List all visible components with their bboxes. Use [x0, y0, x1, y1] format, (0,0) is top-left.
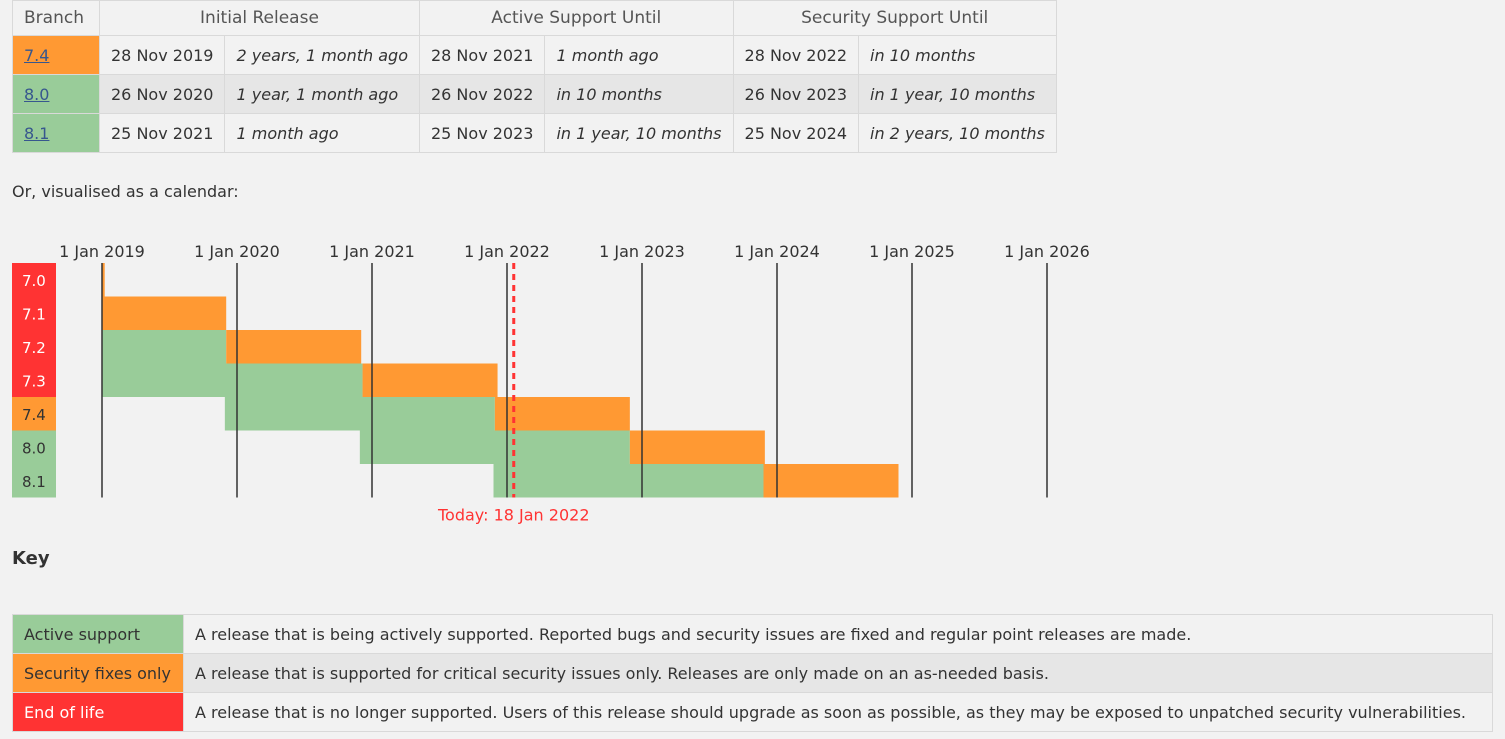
branch-cell: 8.0: [12, 74, 100, 114]
security-support-bar: [226, 330, 362, 364]
branch-label-bg: [12, 464, 56, 498]
table-header-row: Branch Initial Release Active Support Un…: [12, 0, 1057, 36]
initial-date: 25 Nov 2021: [98, 113, 226, 153]
branch-label-bg: [12, 363, 56, 397]
calendar-year-lines: 1 Jan 2019 1 Jan 2020 1 Jan 2021 1 Jan 2022…: [59, 242, 1090, 498]
branch-label: 8.0: [22, 439, 46, 457]
key-row: End of life A release that is no longer …: [12, 692, 1493, 732]
active-support-bar: [493, 464, 764, 498]
calendar-intro: Or, visualised as a calendar:: [12, 182, 239, 201]
security-relative: in 1 year, 10 months: [858, 74, 1057, 114]
branch-label-bg: [12, 330, 56, 364]
year-label: 1 Jan 2019: [59, 242, 145, 261]
branch-link-8-0[interactable]: 8.0: [24, 84, 50, 104]
security-support-bar: [102, 263, 105, 297]
security-relative: in 2 years, 10 months: [858, 113, 1057, 153]
key-heading: Key: [12, 548, 50, 569]
year-label: 1 Jan 2020: [194, 242, 280, 261]
year-label: 1 Jan 2023: [599, 242, 685, 261]
header-initial-release: Initial Release: [99, 0, 420, 36]
key-label-security: Security fixes only: [12, 653, 184, 693]
branch-cell: 7.4: [12, 35, 100, 75]
branch-label: 8.1: [22, 473, 46, 491]
security-support-bar: [362, 363, 498, 397]
branch-label: 7.2: [22, 339, 46, 357]
calendar-bars: [102, 263, 899, 498]
active-relative: 1 month ago: [544, 35, 734, 75]
branch-label-bg: [12, 430, 56, 464]
branch-label-bg: [12, 397, 56, 431]
security-date: 26 Nov 2023: [732, 74, 860, 114]
key-label-eol: End of life: [12, 692, 184, 732]
initial-relative: 1 year, 1 month ago: [224, 74, 420, 114]
key-description: A release that is no longer supported. U…: [183, 692, 1493, 732]
year-label: 1 Jan 2025: [869, 242, 955, 261]
year-label: 1 Jan 2026: [1004, 242, 1090, 261]
key-row: Security fixes only A release that is su…: [12, 653, 1493, 693]
today-label: Today: 18 Jan 2022: [437, 506, 590, 525]
header-security-support: Security Support Until: [732, 0, 1057, 36]
branch-label-bg: [12, 263, 56, 297]
active-date: 26 Nov 2022: [418, 74, 546, 114]
release-calendar: 1 Jan 2019 1 Jan 2020 1 Jan 2021 1 Jan 2022…: [12, 242, 1090, 525]
security-date: 25 Nov 2024: [732, 113, 860, 153]
year-label: 1 Jan 2021: [329, 242, 415, 261]
year-label: 1 Jan 2022: [464, 242, 550, 261]
initial-date: 26 Nov 2020: [98, 74, 226, 114]
branch-link-7-4[interactable]: 7.4: [24, 45, 50, 65]
active-relative: in 10 months: [544, 74, 734, 114]
active-support-bar: [224, 397, 495, 431]
active-date: 25 Nov 2023: [418, 113, 546, 153]
security-support-bar: [629, 430, 765, 464]
active-relative: in 1 year, 10 months: [544, 113, 734, 153]
branch-label: 7.4: [22, 406, 46, 424]
header-active-support: Active Support Until: [418, 0, 734, 36]
calendar-branch-labels: 7.0 7.1 7.2 7.3 7.4 8.0 8.1: [12, 263, 56, 498]
active-support-bar: [102, 330, 227, 364]
active-date: 28 Nov 2021: [418, 35, 546, 75]
branch-cell: 8.1: [12, 113, 100, 153]
table-row: 8.0 26 Nov 2020 1 year, 1 month ago 26 N…: [12, 74, 1057, 114]
key-row: Active support A release that is being a…: [12, 614, 1493, 654]
security-date: 28 Nov 2022: [732, 35, 860, 75]
branch-label: 7.1: [22, 305, 46, 323]
initial-relative: 2 years, 1 month ago: [224, 35, 420, 75]
key-label-active: Active support: [12, 614, 184, 654]
table-row: 7.4 28 Nov 2019 2 years, 1 month ago 28 …: [12, 35, 1057, 75]
branch-label: 7.3: [22, 372, 46, 390]
security-support-bar: [102, 296, 227, 330]
active-support-bar: [102, 363, 363, 397]
initial-relative: 1 month ago: [224, 113, 420, 153]
security-support-bar: [763, 464, 899, 498]
security-relative: in 10 months: [858, 35, 1057, 75]
support-table: Branch Initial Release Active Support Un…: [12, 0, 1057, 153]
key-description: A release that is being actively support…: [183, 614, 1493, 654]
key-description: A release that is supported for critical…: [183, 653, 1493, 693]
branch-label-bg: [12, 296, 56, 330]
active-support-bar: [359, 430, 630, 464]
key-table: Active support A release that is being a…: [12, 614, 1493, 732]
branch-link-8-1[interactable]: 8.1: [24, 123, 50, 143]
table-row: 8.1 25 Nov 2021 1 month ago 25 Nov 2023 …: [12, 113, 1057, 153]
branch-label: 7.0: [22, 272, 46, 290]
calendar-today: Today: 18 Jan 2022: [437, 263, 590, 525]
year-label: 1 Jan 2024: [734, 242, 820, 261]
initial-date: 28 Nov 2019: [98, 35, 226, 75]
security-support-bar: [494, 397, 630, 431]
header-branch: Branch: [12, 0, 100, 36]
